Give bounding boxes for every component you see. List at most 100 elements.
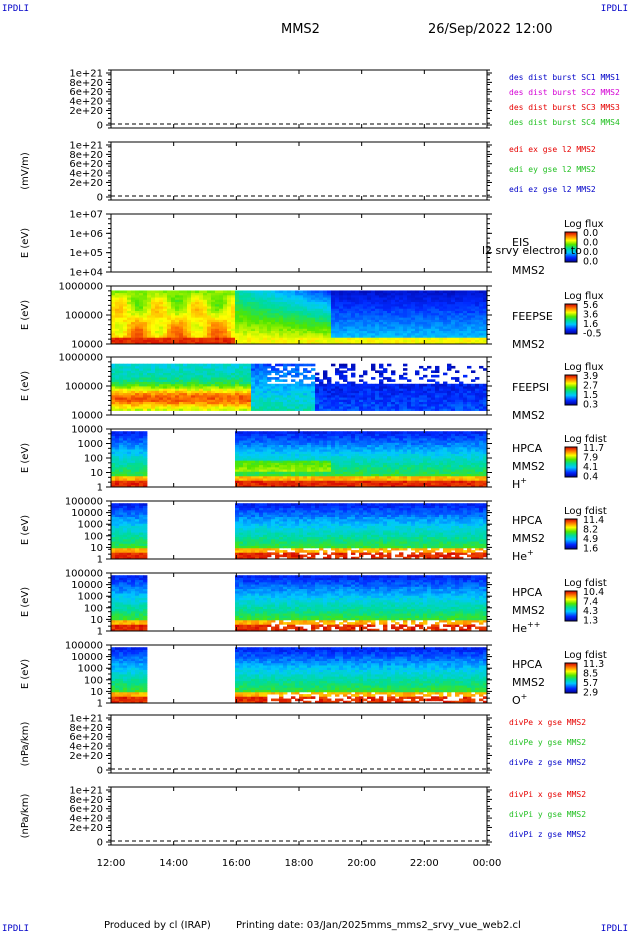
spectrogram-cell [383,339,388,343]
spectrogram-cell [379,401,384,405]
spectrogram-cell [239,444,244,448]
spectrogram-cell [371,328,376,332]
spectrogram-cell [363,306,368,309]
spectrogram-cell [155,310,160,314]
spectrogram-cell [239,397,244,400]
spectrogram-cell [159,406,164,409]
spectrogram-cell [235,294,240,298]
spectrogram-cell [275,297,280,300]
spectrogram-cell [363,372,368,376]
spectrogram-cell [339,363,344,367]
spectrogram-cell [179,392,184,396]
spectrogram-cell [175,401,180,405]
spectrogram-cell [163,381,168,385]
spectrogram-cell [451,297,456,300]
spectrogram-cell [175,312,180,316]
spectrogram-cell [239,403,244,407]
panel-frame [110,141,488,201]
spectrogram-cell [399,299,404,303]
spectrogram-cell [199,383,204,387]
spectrogram-cell [355,383,360,387]
spectrogram-cell [383,297,388,300]
spectrogram-cell [191,297,196,300]
spectrogram-cell [127,408,132,411]
spectrogram-cell [447,292,452,296]
spectrogram-cell [207,328,212,332]
spectrogram-cell [143,397,148,400]
spectrogram-cell [283,341,288,345]
spectrogram-cell [195,292,200,296]
spectrogram-cell [339,332,344,336]
spectrogram-cell [383,323,388,327]
spectrogram-cell [479,321,484,325]
spectrogram-cell [367,317,372,320]
spectrogram-cell [115,317,120,320]
spectrogram-cell [371,317,376,320]
spectrogram-cell [319,315,324,318]
spectrogram-cell [199,392,204,396]
spectrogram-cell [219,317,224,320]
spectrogram-cell [215,290,220,294]
spectrogram-cell [483,292,488,296]
spectrogram-cell [479,303,484,307]
spectrogram-cell [135,397,140,400]
spectrogram-cell [167,323,172,327]
spectrogram-cell [311,341,316,345]
spectrogram-cell [167,388,172,391]
spectrogram-cell [483,290,488,294]
spectrogram-cell [207,310,212,314]
spectrogram-cell [155,377,160,380]
spectrogram-cell [463,299,468,303]
spectrogram-cell [235,365,240,369]
spectrogram-cell [427,299,432,303]
spectrogram-cell [231,308,236,311]
spectrogram-cell [111,306,116,309]
spectrogram-cell [319,292,324,296]
spectrogram-cell [155,406,160,409]
y-tick-label: 10000 [71,340,103,351]
spectrogram-cell [199,328,204,332]
spectrogram-cell [423,308,428,311]
spectrogram-cell [367,321,372,325]
spectrogram-cell [255,403,260,407]
spectrogram-cell [139,321,144,325]
spectrogram-cell [291,301,296,305]
y-tick-label: 100000 [65,311,103,322]
spectrogram-cell [267,431,272,434]
spectrogram-cell [267,335,272,338]
spectrogram-cell [375,301,380,305]
spectrogram-cell [127,473,132,477]
spectrogram-cell [183,306,188,309]
spectrogram-cell [123,330,128,334]
spectrogram-cell [115,390,120,394]
spectrogram-cell [239,290,244,294]
spectrogram-cell [183,363,188,367]
spectrogram-cell [347,323,352,327]
spectrogram-cell [115,401,120,405]
spectrogram-cell [267,379,272,382]
spectrogram-cell [167,339,172,343]
footer-printing-date: Printing date: 03/Jan/2025 [236,920,368,931]
spectrogram-cell [203,388,208,391]
spectrogram-cell [215,363,220,367]
spectrogram-cell [127,312,132,316]
spectrogram-cell [283,319,288,323]
spectrogram-cell [339,370,344,374]
spectrogram-cell [331,383,336,387]
spectrogram-cell [219,339,224,343]
spectrogram-cell [255,319,260,323]
spectrogram-cell [271,310,276,314]
spectrogram-cell [275,332,280,336]
spectrogram-cell [295,444,300,448]
spectrogram-cell [347,337,352,340]
spectrogram-cell [279,321,284,325]
y-tick-label: 1e+05 [69,248,103,259]
spectrogram-cell [275,315,280,318]
spectrogram-cell [291,444,296,448]
spectrogram-cell [175,399,180,403]
footer-script-name: mms_mms2_srvy_vue_web2.cl [367,920,521,931]
spectrogram-cell [443,341,448,345]
spectrogram-cell [243,403,248,407]
spectrogram-cell [435,317,440,320]
spectrogram-cell [135,408,140,411]
